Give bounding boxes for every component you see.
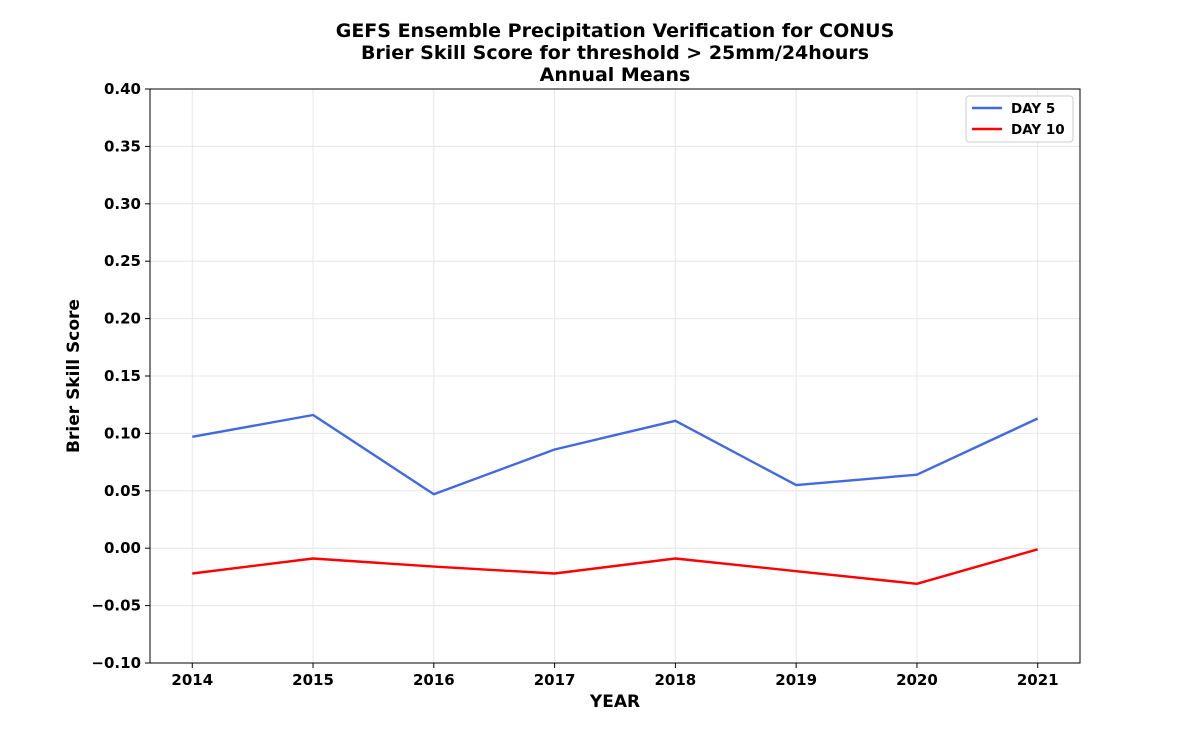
series-line-day-5 [192,413,1039,496]
y-tick-label: 0.35 [104,137,141,155]
y-tick-label: 0.25 [104,252,141,270]
y-tick-label: −0.10 [91,654,141,672]
y-tick-label: 0.20 [104,310,141,328]
x-tick-label: 2018 [655,671,697,689]
legend: DAY 5 DAY 10 [965,95,1074,143]
x-tick-label: 2021 [1017,671,1059,689]
y-tick-label: 0.05 [104,482,141,500]
y-tick-label: 0.00 [104,539,141,557]
y-axis: −0.10 −0.05 0.00 0.05 0.10 0.15 0.20 0.25 0.30 0.… [91,80,150,672]
y-tick-label: 0.10 [104,424,141,442]
x-tick-label: 2020 [896,671,938,689]
x-tick-label: 2017 [534,671,576,689]
x-axis: 2014 2015 2016 2017 2018 2019 2020 2021 [171,663,1059,689]
chart-title-line-1: GEFS Ensemble Precipitation Verification… [335,20,895,42]
x-tick-label: 2016 [413,671,455,689]
legend-label: DAY 5 [1011,101,1055,117]
series-line-day-10 [192,548,1039,585]
y-tick-label: 0.40 [104,80,141,98]
chart-title-line-3: Annual Means [539,64,691,86]
x-tick-label: 2014 [171,671,213,689]
series-group [192,413,1039,585]
x-tick-label: 2015 [292,671,334,689]
y-tick-label: 0.30 [104,195,141,213]
x-axis-label: YEAR [589,692,640,712]
legend-label: DAY 10 [1011,122,1065,138]
chart-title-line-2: Brier Skill Score for threshold > 25mm/2… [360,42,870,64]
y-axis-label: Brier Skill Score [64,299,84,453]
y-tick-label: −0.05 [91,597,141,615]
y-tick-label: 0.15 [104,367,141,385]
x-tick-label: 2019 [775,671,817,689]
